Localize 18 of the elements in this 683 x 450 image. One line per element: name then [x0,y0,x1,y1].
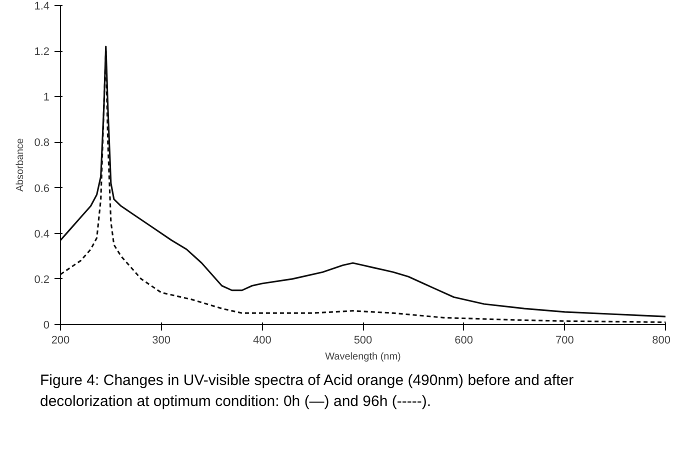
y-tick-label: 0.6 [34,182,50,195]
x-tick-label: 300 [152,334,171,346]
x-tick-label: 600 [454,334,474,346]
y-tick-label: 0.2 [34,274,50,286]
x-tick-label: 200 [51,334,70,346]
y-tick-label: 1.2 [34,46,50,58]
y-tick-label: 0.8 [34,137,50,150]
x-tick-label: 800 [652,334,671,346]
x-axis-title: Wavelength (nm) [325,352,401,362]
y-tick-label: 0 [43,320,50,332]
y-tick-label: 1.4 [34,0,50,12]
x-tick-label: 500 [354,334,372,346]
y-tick-label: 0.4 [34,228,50,240]
x-tick-label: 400 [252,334,272,346]
y-tick-label: 1 [43,92,50,104]
x-tick-label: 700 [555,334,574,346]
caption: Figure 4: Changes in UV-visible spectra of Acid orange (490nm) before and after decolorization at optimum condition: 0h (—) and 96h (-----). [40,371,575,412]
y-axis-title: Absorbance [15,138,26,192]
